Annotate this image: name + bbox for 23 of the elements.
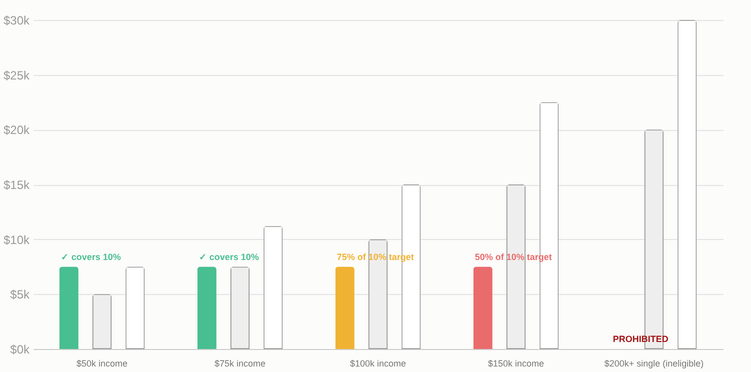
bar — [678, 20, 697, 349]
bar — [473, 266, 492, 349]
x-tick-label: $200k+ single (ineligible) — [604, 358, 704, 368]
y-tick-label: $30k — [3, 14, 30, 28]
bar — [59, 266, 78, 349]
y-tick-label: $10k — [3, 232, 30, 247]
annotation: 75% of 10% target — [336, 252, 414, 262]
annotation: PROHIBITED — [612, 334, 669, 344]
bar — [264, 226, 283, 349]
x-tick-label: $50k income — [76, 358, 128, 368]
y-tick-label: $5k — [10, 288, 30, 302]
x-tick-label: $150k income — [488, 358, 544, 368]
bar — [126, 266, 145, 349]
y-tick-label: $20k — [3, 123, 30, 138]
y-tick-label: $15k — [3, 178, 30, 192]
bar — [335, 266, 354, 349]
y-tick-label: $0k — [10, 342, 30, 356]
y-tick-label: $25k — [3, 68, 30, 82]
annotation: ✓ covers 10% — [198, 252, 259, 262]
x-tick-label: $75k income — [214, 358, 266, 368]
x-tick-label: $100k income — [350, 358, 406, 368]
annotation: ✓ covers 10% — [60, 252, 121, 262]
bar — [197, 266, 216, 349]
